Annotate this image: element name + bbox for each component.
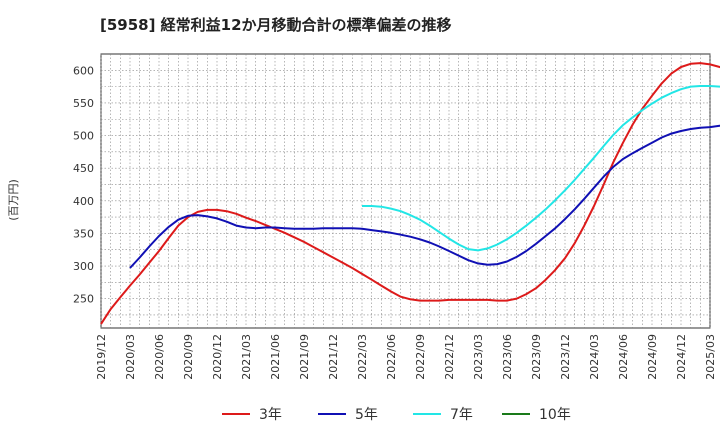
x-tick-label: 2020/06 xyxy=(153,334,166,380)
x-tick-label: 2021/03 xyxy=(240,334,253,380)
x-tick-label: 2024/09 xyxy=(646,334,659,380)
x-tick-label: 2024/12 xyxy=(675,334,688,380)
grid xyxy=(100,54,711,328)
legend: 3年 5年 7年 10年 xyxy=(222,407,571,423)
y-tick-label: 400 xyxy=(73,195,94,208)
x-tick-label: 2023/09 xyxy=(530,334,543,380)
x-tick-label: 2021/12 xyxy=(327,334,340,380)
x-tick-label: 2022/03 xyxy=(356,334,369,380)
legend-label: 7年 xyxy=(450,407,473,423)
x-tick-label: 2022/09 xyxy=(414,334,427,380)
x-tick-label: 2020/12 xyxy=(211,334,224,380)
y-axis: 250 300 350 400 450 500 550 600 xyxy=(73,64,94,305)
y-tick-label: 250 xyxy=(73,293,94,306)
x-tick-label: 2022/06 xyxy=(385,334,398,380)
y-tick-label: 350 xyxy=(73,227,94,240)
x-tick-label: 2023/06 xyxy=(501,334,514,380)
series-line-2 xyxy=(129,124,720,269)
x-axis: 2019/12 2020/03 2020/06 2020/09 2020/12 2021/… xyxy=(95,334,717,380)
x-tick-label: 2024/06 xyxy=(617,334,630,380)
y-tick-label: 500 xyxy=(73,130,94,143)
y-tick-label: 300 xyxy=(73,260,94,273)
series-group xyxy=(100,62,720,325)
y-tick-label: 550 xyxy=(73,97,94,110)
x-tick-label: 2020/03 xyxy=(124,334,137,380)
x-tick-label: 2019/12 xyxy=(95,334,108,380)
chart-title: [5958] 経常利益12か月移動合計の標準偏差の推移 xyxy=(100,16,452,34)
x-tick-label: 2025/03 xyxy=(704,334,717,380)
plot-area xyxy=(100,53,711,329)
x-tick-label: 2023/12 xyxy=(559,334,572,380)
x-tick-label: 2020/09 xyxy=(182,334,195,380)
y-axis-label: (百万円) xyxy=(7,179,20,221)
x-tick-label: 2023/03 xyxy=(472,334,485,380)
x-tick-label: 2021/09 xyxy=(298,334,311,380)
y-tick-label: 600 xyxy=(73,64,94,77)
series-line-1 xyxy=(100,62,720,325)
legend-label: 10年 xyxy=(539,407,571,423)
x-tick-label: 2022/12 xyxy=(443,334,456,380)
x-tick-label: 2024/03 xyxy=(588,334,601,380)
x-tick-label: 2021/06 xyxy=(269,334,282,380)
series-line-3 xyxy=(362,85,720,252)
y-tick-label: 450 xyxy=(73,162,94,175)
legend-label: 3年 xyxy=(259,407,282,423)
legend-label: 5年 xyxy=(355,407,378,423)
